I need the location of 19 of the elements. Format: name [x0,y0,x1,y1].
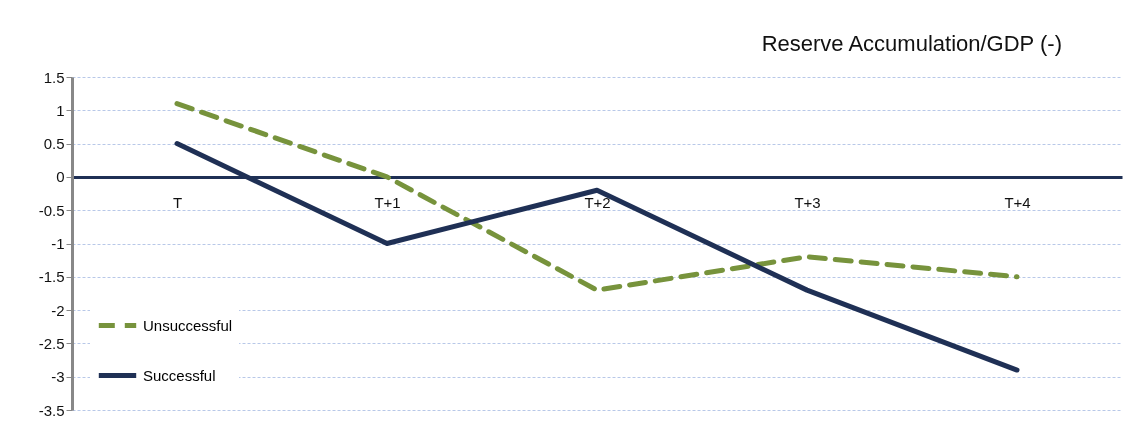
y-tick-label: -3 [51,368,65,386]
y-tick-label: 1 [56,101,65,119]
x-tick-label: T [172,194,183,212]
y-tick-label: 0 [56,168,65,186]
x-tick-label: T+4 [1004,194,1031,212]
x-tick-label: T+3 [794,194,821,212]
y-tick-label: -2 [51,301,65,319]
x-tick-label: T+2 [584,194,611,212]
legend-label: Unsuccessful [143,316,233,334]
y-tick-label: 1.5 [43,68,65,86]
y-tick-label: -1 [51,235,65,252]
y-tick-label: -0.5 [38,201,65,219]
y-tick-label: -2.5 [38,334,65,352]
chart-title: Reserve Accumulation/GDP (-) [761,31,1062,56]
y-tick-label: -1.5 [38,268,65,286]
x-tick-label: T+1 [374,194,401,212]
y-tick-label: -3.5 [38,401,65,419]
legend-label: Successful [143,366,216,384]
y-tick-label: 0.5 [43,135,65,153]
